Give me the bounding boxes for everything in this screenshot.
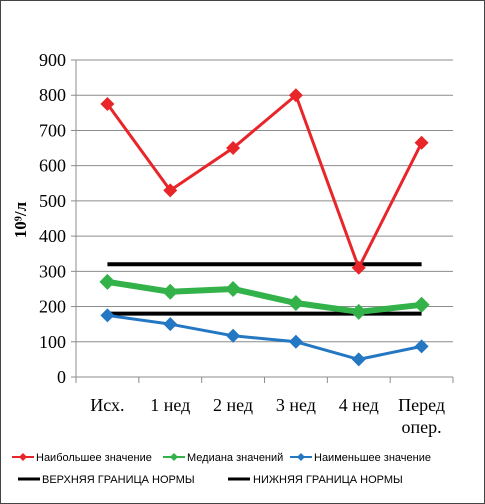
data-point [414,339,429,354]
legend-entry: ВЕРХНЯЯ ГРАНИЦА НОРМЫ [18,474,195,486]
data-point [226,328,241,343]
y-tick-label: 600 [39,156,66,176]
legend-label: НИЖНЯЯ ГРАНИЦА НОРМЫ [253,474,403,486]
series-line-1 [106,278,422,315]
y-tick-label: 300 [39,261,66,281]
legend-swatch-marker [19,453,27,461]
y-tick-labels: 0 100 200 300 400 500 600 700 800 900 [39,50,66,387]
data-point [351,260,366,275]
series-line-2 [107,313,422,361]
data-point [288,334,303,349]
data-point [225,280,242,297]
x-tick-label: 4 нед [339,395,379,415]
data-point [100,97,115,112]
data-point [288,88,303,103]
x-tick-label: 1 нед [150,395,190,415]
y-tick-label: 400 [39,226,66,246]
legend-label: ВЕРХНЯЯ ГРАНИЦА НОРМЫ [42,474,195,486]
data-point [226,141,241,156]
data-point [99,273,116,290]
legend: Наибольшее значение Медиана значений Наиме… [12,452,431,486]
y-tick-label: 700 [39,120,66,140]
legend-entry: Наименьшее значение [290,452,431,464]
legend-entry: Медиана значений [163,452,283,464]
legend-label: Наименьшее значение [314,452,431,464]
x-tick-label: Перед [398,395,445,415]
legend-label: Медиана значений [187,452,283,464]
legend-entry: НИЖНЯЯ ГРАНИЦА НОРМЫ [228,474,403,486]
y-tick-label: 800 [39,85,66,105]
data-point [414,135,429,150]
grid-lines [76,59,453,343]
series-group [99,88,430,367]
data-point [351,352,366,367]
y-tick-label: 100 [39,332,66,352]
data-point [350,303,367,320]
data-point [100,308,115,323]
data-point [413,296,430,313]
series-line-0 [106,93,423,270]
x-tick-label: Исх. [90,395,124,415]
axes [71,59,454,383]
y-tick-label: 200 [39,297,66,317]
y-axis-label: 10⁹/л [11,201,30,238]
data-point [162,283,179,300]
data-point [163,317,178,332]
x-tick-label: 2 нед [213,395,253,415]
legend-swatch-marker [170,453,178,461]
y-tick-label: 0 [57,367,66,387]
data-point [287,295,304,312]
y-tick-label: 900 [39,50,66,70]
y-tick-label: 500 [39,191,66,211]
x-tick-label: опер. [402,417,442,437]
legend-label: Наибольшее значение [36,452,152,464]
x-tick-label: 3 нед [276,395,316,415]
legend-entry: Наибольшее значение [12,452,152,464]
legend-swatch-marker [297,453,305,461]
data-point [163,183,178,198]
